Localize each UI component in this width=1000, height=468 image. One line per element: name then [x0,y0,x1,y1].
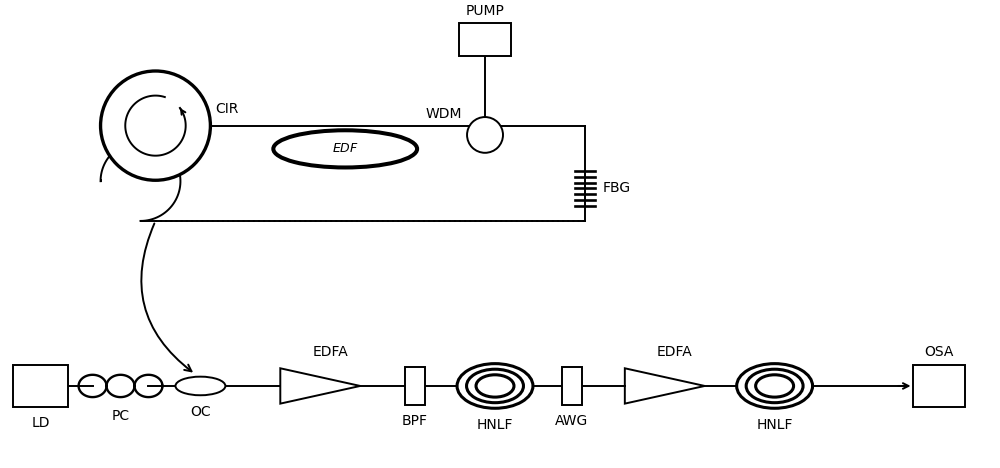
Ellipse shape [467,117,503,153]
Text: EDFA: EDFA [312,345,348,359]
Text: AWG: AWG [555,414,589,428]
Text: PUMP: PUMP [466,4,504,18]
Text: FBG: FBG [603,182,631,195]
Text: PC: PC [111,409,130,423]
Text: OC: OC [190,405,211,419]
Text: WDM: WDM [426,107,462,121]
Ellipse shape [101,71,210,180]
Bar [405,367,425,405]
Ellipse shape [175,377,225,395]
Text: CIR: CIR [215,102,239,116]
Text: HNLF: HNLF [756,418,793,432]
Bar [913,365,965,407]
Text: $\it{EDF}$: $\it{EDF}$ [332,142,359,155]
Text: EDFA: EDFA [657,345,693,359]
Bar [459,23,511,56]
Text: OSA: OSA [925,345,954,359]
Ellipse shape [273,130,417,168]
Text: BPF: BPF [402,414,428,428]
Text: LD: LD [31,416,50,430]
Text: HNLF: HNLF [477,418,513,432]
Bar [562,367,582,405]
Bar [13,365,68,407]
